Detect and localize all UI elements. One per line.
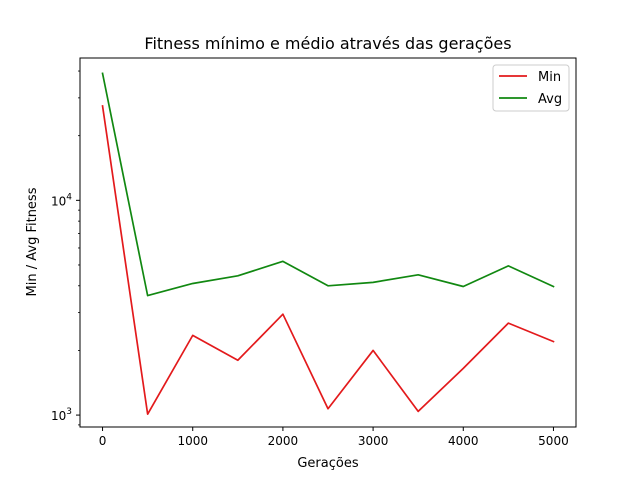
y-tick-label: 103	[51, 407, 72, 423]
x-axis-label: Gerações	[297, 456, 358, 471]
y-tick-label: 104	[51, 192, 72, 208]
y-axis-label: Min / Avg Fitness	[25, 187, 40, 296]
plot-area-frame	[79, 57, 577, 428]
x-tick-label: 2000	[268, 434, 299, 448]
y-tick-base: 10	[51, 194, 66, 208]
legend: Min Avg	[492, 64, 570, 112]
series-line-avg	[101, 72, 555, 297]
series-line-min	[101, 105, 555, 415]
x-tick-label: 1000	[177, 434, 208, 448]
legend-label-min: Min	[538, 70, 561, 85]
x-axis: 0 1000 2000 3000 4000 5000	[99, 427, 569, 448]
x-tick-label: 3000	[358, 434, 389, 448]
chart-title: Fitness mínimo e médio através das geraç…	[144, 34, 511, 53]
legend-label-avg: Avg	[538, 92, 562, 107]
x-tick-label: 5000	[538, 434, 569, 448]
y-tick-exponent: 4	[66, 192, 72, 202]
y-tick-exponent: 3	[66, 407, 72, 417]
y-tick-base: 10	[51, 409, 66, 423]
x-tick-label: 0	[99, 434, 107, 448]
series-lines	[101, 72, 555, 415]
x-tick-label: 4000	[448, 434, 479, 448]
